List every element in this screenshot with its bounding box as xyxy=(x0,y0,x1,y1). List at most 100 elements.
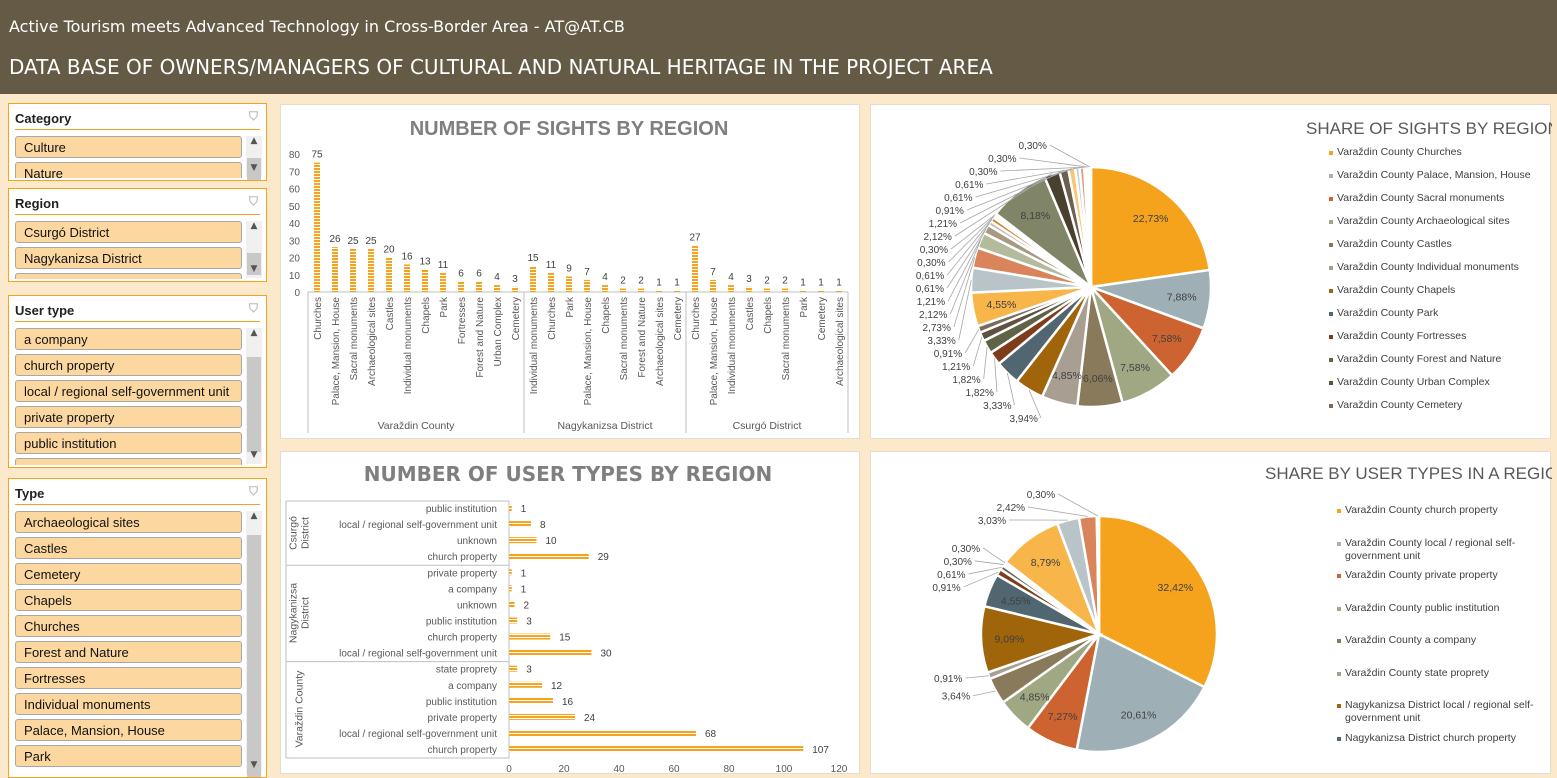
scroll-up-icon[interactable]: ▲ xyxy=(246,511,262,525)
data-label: 2 xyxy=(638,276,644,287)
slicer-item[interactable]: Chapels xyxy=(15,589,242,611)
data-label: 1 xyxy=(521,584,527,595)
slicer-item[interactable]: Archaeological sites xyxy=(15,511,242,533)
legend-item: Varaždin County Castles xyxy=(1329,238,1540,251)
category-label: local / regional self-government unit xyxy=(339,520,497,531)
bar xyxy=(746,287,752,292)
legend-swatch xyxy=(1329,358,1333,362)
clear-filter-icon[interactable]: ⛉ xyxy=(249,301,258,316)
legend-swatch xyxy=(1337,672,1341,676)
data-label: 2 xyxy=(620,276,626,287)
slicer-item[interactable]: public institution xyxy=(15,432,242,454)
slicer-scrollbar[interactable]: ▲▼ xyxy=(246,511,262,774)
slicer-item[interactable]: Castles xyxy=(15,537,242,559)
slicer-item[interactable]: state proprety xyxy=(15,458,242,465)
clear-filter-icon[interactable]: ⛉ xyxy=(249,484,258,499)
slicer-scrollbar[interactable]: ▲▼ xyxy=(246,221,262,278)
bar xyxy=(800,290,806,292)
legend-swatch xyxy=(1329,197,1333,201)
data-label: 7 xyxy=(584,267,590,278)
scroll-down-icon[interactable]: ▼ xyxy=(246,163,262,177)
leader-line xyxy=(1028,507,1088,517)
bar xyxy=(332,247,338,292)
x-tick-label: 100 xyxy=(776,764,793,775)
bar xyxy=(476,282,482,292)
data-label: 0,91% xyxy=(932,583,960,594)
scroll-up-icon[interactable]: ▲ xyxy=(246,328,262,342)
slicer-item[interactable]: Palace, Mansion, House xyxy=(15,719,242,741)
data-label: 20,61% xyxy=(1121,709,1157,721)
bar xyxy=(710,280,716,292)
slicer-item[interactable]: church property xyxy=(15,354,242,376)
leader-line xyxy=(995,358,997,392)
category-label: Cemetery xyxy=(817,297,828,340)
y-tick-label: 60 xyxy=(289,185,301,196)
data-label: 4 xyxy=(728,272,734,283)
legend-swatch xyxy=(1329,335,1333,339)
data-label: 2,12% xyxy=(919,310,947,321)
slicer-item[interactable]: Nagykanizsa District xyxy=(15,247,242,269)
clear-filter-icon[interactable]: ⛉ xyxy=(249,109,258,124)
data-label: 0,30% xyxy=(944,557,972,568)
data-label: 7,27% xyxy=(1048,711,1078,723)
slicer-item[interactable]: Cemetery xyxy=(15,563,242,585)
slicer-item[interactable]: Churches xyxy=(15,615,242,637)
chart-title: NUMBER OF USER TYPES BY REGION xyxy=(364,462,773,486)
data-label: 4 xyxy=(602,272,608,283)
slicer-item[interactable]: Nature xyxy=(15,162,242,178)
slicer-item[interactable]: a company xyxy=(15,328,242,350)
legend-item: Varaždin County local / regional self-go… xyxy=(1337,537,1540,563)
slicer-item[interactable]: Fortresses xyxy=(15,667,242,689)
slicer-item[interactable]: private property xyxy=(15,406,242,428)
scroll-up-icon[interactable]: ▲ xyxy=(246,221,262,235)
bar xyxy=(728,285,734,292)
data-label: 16 xyxy=(401,251,413,262)
slicer-item[interactable]: Varaždin County xyxy=(15,273,242,279)
scroll-thumb[interactable] xyxy=(247,357,261,452)
data-label: 7,58% xyxy=(1120,362,1150,374)
slicer-item[interactable]: Csurgó District xyxy=(15,221,242,243)
category-label: Churches xyxy=(313,297,324,340)
category-label: Individual monuments xyxy=(403,297,414,394)
category-label: Palace, Mansion, House xyxy=(583,297,594,406)
scroll-up-icon[interactable]: ▲ xyxy=(246,136,262,150)
data-label: 8,18% xyxy=(1020,210,1050,222)
legend-item: Varaždin County Individual monuments xyxy=(1329,261,1540,274)
y-tick-label: 80 xyxy=(289,150,301,161)
scroll-thumb[interactable] xyxy=(247,535,261,778)
slicer-scrollbar[interactable]: ▲▼ xyxy=(246,136,262,177)
slicer-item[interactable]: Individual monuments xyxy=(15,693,242,715)
leader-line xyxy=(1019,158,1087,167)
scroll-down-icon[interactable]: ▼ xyxy=(246,264,262,278)
slicer-item[interactable]: local / regional self-government unit xyxy=(15,380,242,402)
category-label: Park xyxy=(439,296,450,318)
legend-item: Varaždin County a company xyxy=(1337,634,1540,647)
slicer-item[interactable]: Park xyxy=(15,745,242,767)
slicer-item[interactable]: Forest and Nature xyxy=(15,641,242,663)
bar xyxy=(314,163,320,292)
bar xyxy=(494,285,500,292)
bar xyxy=(509,537,537,543)
data-label: 16 xyxy=(562,697,574,708)
legend-swatch xyxy=(1329,312,1333,316)
slicer-items: Csurgó District Nagykanizsa District Varaž… xyxy=(15,221,242,279)
bar xyxy=(638,289,644,292)
category-label: public institution xyxy=(426,504,497,515)
category-label: church property xyxy=(428,633,497,644)
leader-line xyxy=(973,337,981,366)
category-label: Churches xyxy=(547,297,558,340)
slicer-title: Type ⛉ xyxy=(15,483,260,505)
slicer-item[interactable]: Culture xyxy=(15,136,242,158)
scroll-down-icon[interactable]: ▼ xyxy=(246,450,262,464)
clear-filter-icon[interactable]: ⛉ xyxy=(249,194,258,209)
slicer-title-text: Type xyxy=(15,486,44,501)
data-label: 8,79% xyxy=(1031,557,1061,569)
data-label: 4 xyxy=(494,272,500,283)
data-label: 4,85% xyxy=(1020,692,1050,704)
legend-item: Varaždin County private property xyxy=(1337,569,1540,582)
slicer-scrollbar[interactable]: ▲▼ xyxy=(246,328,262,464)
data-label: 2,12% xyxy=(924,232,952,243)
scroll-down-icon[interactable]: ▼ xyxy=(246,760,262,774)
data-label: 9,09% xyxy=(995,633,1025,645)
